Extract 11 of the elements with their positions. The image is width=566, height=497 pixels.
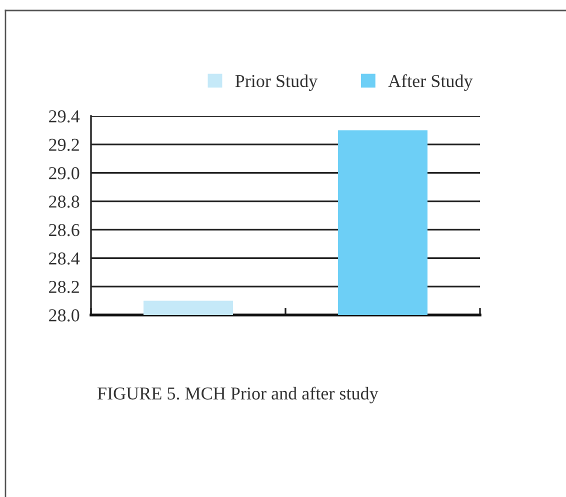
y-tick-label: 28.4: [49, 252, 80, 265]
legend-label: Prior Study: [235, 74, 318, 91]
legend-label: After Study: [388, 74, 473, 91]
y-tick-label: 29.4: [49, 110, 80, 123]
y-tick-label: 29.0: [49, 167, 80, 180]
y-tick-label: 28.2: [49, 280, 79, 294]
y-tick-label: 28.6: [49, 224, 80, 236]
caption: FIGURE 5. MCH Prior and after study: [98, 386, 378, 404]
y-tick-label: 29.2: [49, 138, 79, 151]
y-tick-label: 28.0: [49, 309, 80, 322]
y-tick-label: 28.8: [49, 196, 80, 208]
